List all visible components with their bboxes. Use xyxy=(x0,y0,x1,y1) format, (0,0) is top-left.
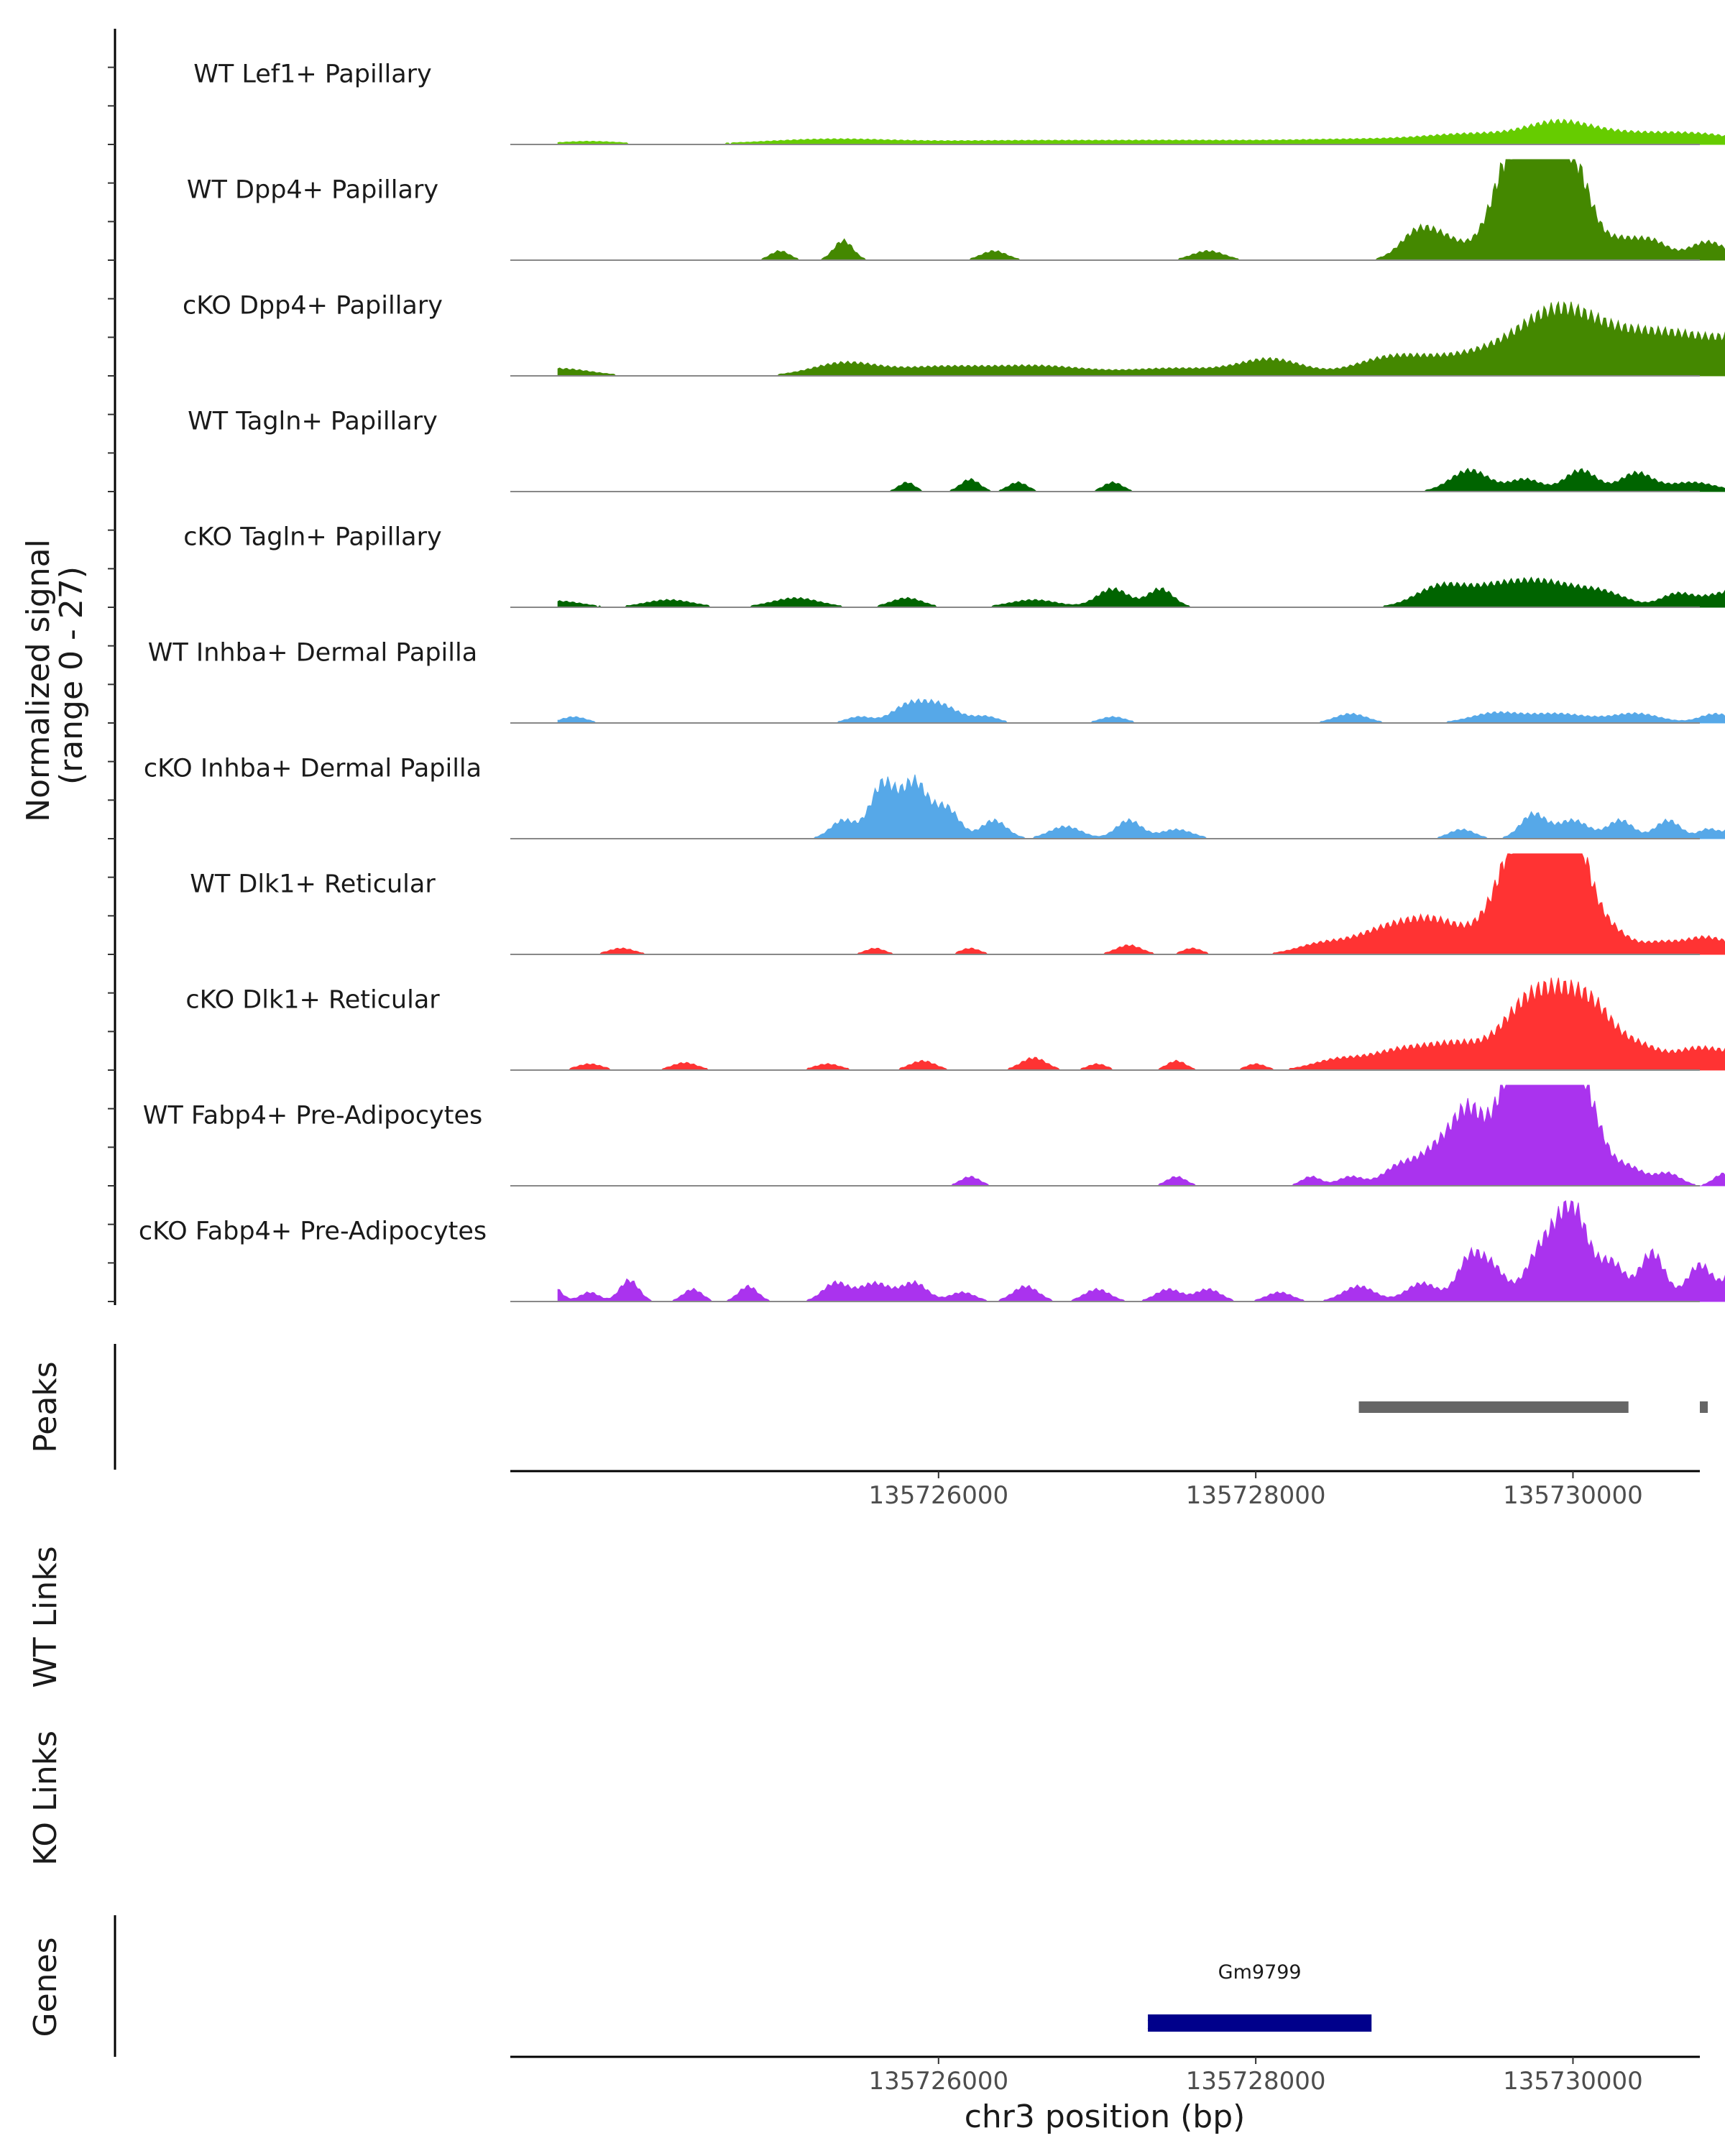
coverage-area xyxy=(557,576,1725,608)
peak-bar xyxy=(1700,1401,1708,1413)
y-axis-title: Normalized signal (range 0 - 27) xyxy=(20,529,90,822)
x-tick-label: 135730000 xyxy=(1503,1481,1643,1510)
x-axis-bottom: 135726000 135728000 135730000 xyxy=(510,2055,1700,2096)
x-axis-top: 135726000 135728000 135730000 xyxy=(510,1470,1700,1510)
track-4: cKO Tagln+ Papillary xyxy=(183,523,1725,608)
coverage-tracks: WT Lef1+ Papillary WT Dpp4+ Papillary cKO … xyxy=(108,29,1725,1305)
track-1: WT Dpp4+ Papillary xyxy=(187,159,1725,261)
peak-bar xyxy=(1358,1401,1629,1413)
x-tick-label: 135728000 xyxy=(1186,2067,1326,2096)
track-3: WT Tagln+ Papillary xyxy=(188,407,1725,492)
peaks-track-title: Peaks xyxy=(27,1361,64,1452)
coverage-area xyxy=(557,698,1725,724)
y-axis-title-range: (range 0 - 27) xyxy=(53,566,90,785)
coverage-area xyxy=(558,467,1725,492)
track-label: cKO Dlk1+ Reticular xyxy=(185,986,440,1015)
genes-layer: × Gm9799 xyxy=(1145,1961,1372,2035)
x-tick-label: 135730000 xyxy=(1503,2067,1643,2096)
x-tick-label: 135728000 xyxy=(1186,1481,1326,1510)
track-2: cKO Dpp4+ Papillary xyxy=(183,292,1725,377)
peaks-layer xyxy=(1358,1401,1708,1413)
coverage-area xyxy=(558,1084,1725,1187)
coverage-area xyxy=(558,977,1725,1071)
gene-label: Gm9799 xyxy=(1218,1961,1302,1984)
strand-marker: × xyxy=(1145,2014,1161,2035)
coverage-area xyxy=(557,119,1725,145)
track-7: WT Dlk1+ Reticular xyxy=(190,853,1725,955)
x-tick-label: 135726000 xyxy=(868,1481,1008,1510)
coverage-area xyxy=(558,159,1725,261)
track-label: cKO Dpp4+ Papillary xyxy=(183,292,443,321)
genes-track-title: Genes xyxy=(27,1937,64,2037)
x-axis-title: chr3 position (bp) xyxy=(965,2099,1246,2135)
x-tick-label: 135726000 xyxy=(868,2067,1008,2096)
y-axis-title-main: Normalized signal xyxy=(20,539,57,822)
coverage-area xyxy=(558,853,1725,955)
track-label: WT Inhba+ Dermal Papilla xyxy=(148,639,477,668)
track-label: cKO Inhba+ Dermal Papilla xyxy=(144,755,482,783)
gene-body xyxy=(1148,2014,1372,2032)
track-10: cKO Fabp4+ Pre-Adipocytes xyxy=(139,1200,1725,1302)
coverage-area xyxy=(557,1200,1725,1302)
track-label: WT Dpp4+ Papillary xyxy=(187,176,438,205)
coverage-area xyxy=(558,774,1725,839)
coverage-area xyxy=(557,300,1725,377)
track-9: WT Fabp4+ Pre-Adipocytes xyxy=(143,1084,1725,1187)
track-label: WT Dlk1+ Reticular xyxy=(190,870,436,899)
track-label: WT Fabp4+ Pre-Adipocytes xyxy=(143,1102,482,1130)
track-5: WT Inhba+ Dermal Papilla xyxy=(148,639,1725,724)
track-0: WT Lef1+ Papillary xyxy=(193,60,1725,145)
track-label: cKO Tagln+ Papillary xyxy=(183,523,442,552)
track-8: cKO Dlk1+ Reticular xyxy=(185,977,1725,1071)
track-label: WT Lef1+ Papillary xyxy=(193,60,432,89)
wt-links-title: WT Links xyxy=(27,1546,64,1687)
track-label: cKO Fabp4+ Pre-Adipocytes xyxy=(139,1217,487,1246)
ko-links-title: KO Links xyxy=(27,1731,64,1866)
track-6: cKO Inhba+ Dermal Papilla xyxy=(144,755,1725,839)
track-label: WT Tagln+ Papillary xyxy=(188,407,438,436)
